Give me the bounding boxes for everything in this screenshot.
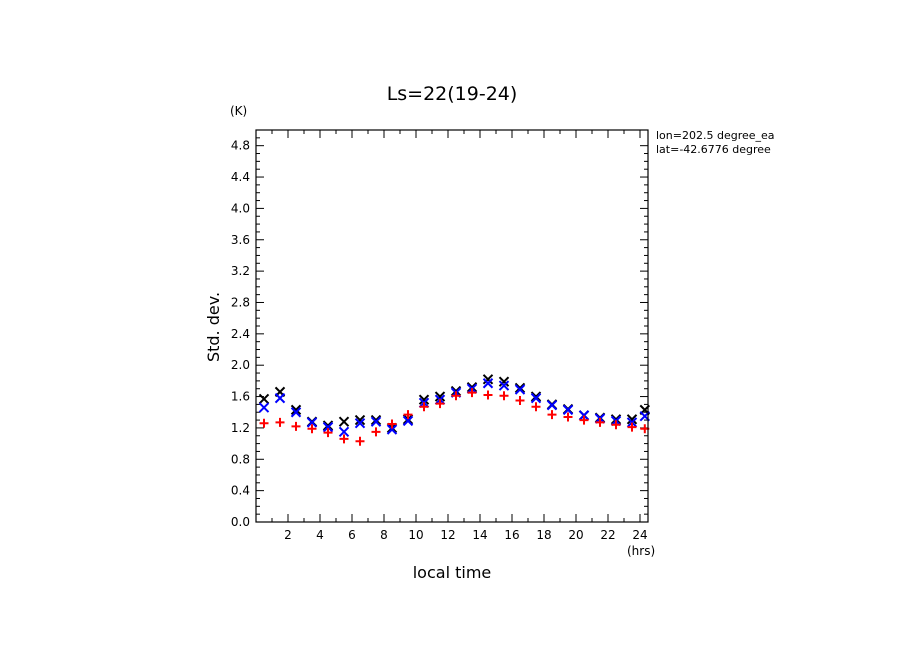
x-tick-label: 18 (536, 528, 551, 542)
data-point-series-3 (563, 412, 573, 422)
y-tick-label: 2.8 (231, 295, 250, 309)
data-point-series-3 (611, 420, 621, 430)
x-tick-label: 16 (504, 528, 519, 542)
data-point-series-2 (306, 417, 318, 428)
data-point-series-1 (322, 420, 334, 431)
x-tick-label: 6 (348, 528, 356, 542)
data-point-series-3 (419, 402, 429, 412)
data-point-series-1 (418, 394, 430, 405)
data-point-series-3 (579, 415, 589, 425)
data-point-series-3 (323, 428, 333, 438)
data-point-series-3 (467, 388, 477, 398)
data-point-series-3 (451, 391, 461, 401)
data-point-series-1 (434, 391, 446, 402)
data-point-series-1 (482, 374, 494, 385)
data-point-series-3 (515, 395, 525, 405)
x-unit-label: (hrs) (627, 544, 655, 558)
y-tick-label: 0.8 (231, 452, 250, 466)
x-tick-label: 2 (284, 528, 292, 542)
y-tick-label: 3.2 (231, 264, 250, 278)
data-point-series-1 (626, 414, 638, 425)
data-point-series-1 (498, 376, 510, 387)
y-tick-label: 4.8 (231, 139, 250, 153)
data-point-series-2 (370, 416, 382, 427)
data-point-series-2 (546, 399, 558, 411)
data-point-series-2 (578, 410, 590, 421)
data-point-series-1 (530, 391, 542, 402)
x-tick-label: 24 (632, 528, 647, 542)
data-point-series-3 (531, 402, 541, 412)
data-point-series-2 (338, 426, 350, 438)
data-point-series-2 (322, 421, 334, 433)
y-tick-label: 0.4 (231, 484, 250, 498)
data-point-series-3 (371, 427, 381, 437)
x-tick-label: 8 (380, 528, 388, 542)
data-point-series-2 (290, 407, 302, 418)
x-tick-label: 4 (316, 528, 324, 542)
data-point-series-3 (499, 391, 509, 401)
y-tick-label: 2.0 (231, 358, 250, 372)
x-tick-label: 10 (408, 528, 423, 542)
data-point-series-1 (258, 393, 270, 405)
y-tick-label: 1.6 (231, 390, 250, 404)
data-point-series-2 (386, 424, 398, 435)
data-point-series-1 (402, 414, 414, 425)
data-point-series-2 (482, 378, 494, 389)
y-unit-label: (K) (230, 104, 247, 118)
data-point-series-2 (498, 380, 510, 391)
data-point-series-1 (290, 404, 302, 416)
data-point-series-3 (627, 422, 637, 432)
data-point-series-1 (354, 414, 366, 426)
data-point-series-3 (387, 419, 397, 429)
x-tick-label: 12 (440, 528, 455, 542)
data-point-series-3 (595, 417, 605, 427)
y-tick-label: 2.4 (231, 327, 250, 341)
data-point-series-3 (307, 424, 317, 434)
data-point-series-1 (610, 414, 622, 425)
y-tick-label: 1.2 (231, 421, 250, 435)
x-axis-label: local time (413, 563, 492, 582)
data-point-series-2 (402, 415, 414, 427)
data-point-series-2 (354, 418, 366, 429)
plot-frame (255, 129, 649, 523)
data-point-series-1 (370, 414, 382, 426)
data-point-series-3 (275, 417, 285, 427)
annotation-lon: lon=202.5 degree_ea (656, 129, 775, 142)
chart-title: Ls=22(19-24) (387, 83, 518, 105)
data-point-series-1 (450, 385, 462, 397)
data-point-series-3 (435, 399, 445, 409)
annotation-lat: lat=-42.6776 degree (656, 143, 771, 156)
data-point-series-3 (291, 421, 301, 431)
data-point-series-2 (514, 384, 526, 395)
data-point-series-3 (403, 410, 413, 420)
data-point-series-1 (466, 381, 478, 393)
data-point-series-1 (338, 416, 350, 427)
data-point-series-3 (547, 410, 557, 420)
x-tick-label: 22 (600, 528, 615, 542)
data-point-series-3 (483, 390, 493, 400)
data-point-series-2 (258, 402, 270, 413)
y-tick-label: 4.0 (231, 201, 250, 215)
y-tick-label: 3.6 (231, 233, 250, 247)
data-point-series-1 (514, 382, 526, 394)
x-tick-label: 14 (472, 528, 487, 542)
data-point-series-3 (259, 418, 269, 428)
y-axis-label: Std. dev. (204, 292, 223, 362)
data-point-series-3 (339, 434, 349, 444)
data-point-series-2 (530, 392, 542, 404)
y-tick-label: 4.4 (231, 170, 250, 184)
y-tick-label: 0.0 (231, 515, 250, 529)
data-point-series-2 (562, 404, 574, 416)
data-point-series-2 (626, 417, 638, 428)
data-point-series-2 (274, 392, 286, 404)
x-tick-label: 20 (568, 528, 583, 542)
data-point-series-3 (355, 436, 365, 446)
